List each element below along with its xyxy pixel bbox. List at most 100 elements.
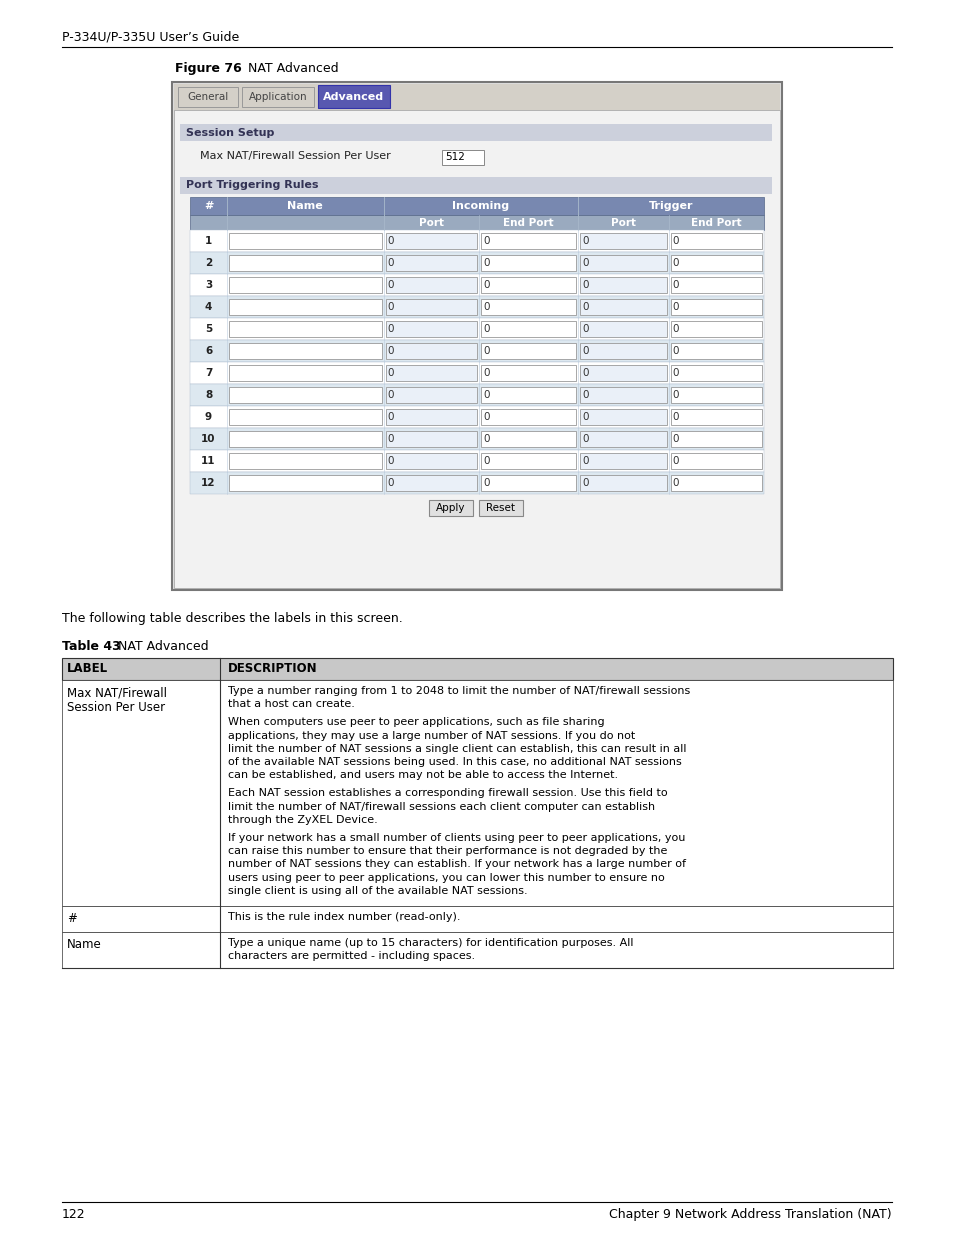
Bar [190, 340, 763, 362]
Text: If your network has a small number of clients using peer to peer applications, y: If your network has a small number of cl… [228, 832, 684, 844]
Text: limit the number of NAT sessions a single client can establish, this can result : limit the number of NAT sessions a singl… [228, 743, 686, 753]
Bar [385, 409, 476, 425]
Text: can be established, and users may not be able to access the Internet.: can be established, and users may not be… [228, 771, 618, 781]
Text: 4: 4 [205, 303, 212, 312]
Bar [190, 450, 763, 472]
Text: LABEL: LABEL [67, 662, 108, 676]
Bar [579, 233, 666, 249]
Text: Table 43: Table 43 [62, 640, 121, 653]
Text: #: # [67, 911, 77, 925]
Bar [480, 366, 576, 382]
Text: Figure 76: Figure 76 [174, 62, 241, 75]
Bar [229, 366, 381, 382]
Text: 0: 0 [482, 236, 489, 246]
Text: 0: 0 [482, 258, 489, 268]
Text: 0: 0 [581, 303, 588, 312]
Text: 6: 6 [205, 346, 212, 356]
Text: 0: 0 [672, 433, 679, 445]
Bar [670, 277, 761, 293]
Bar [229, 475, 381, 492]
Text: 0: 0 [581, 433, 588, 445]
Text: 7: 7 [205, 368, 212, 378]
Text: 0: 0 [387, 368, 394, 378]
Text: 0: 0 [581, 258, 588, 268]
Bar [190, 274, 763, 296]
Text: 0: 0 [482, 368, 489, 378]
Text: Session Setup: Session Setup [186, 127, 274, 137]
Text: Application: Application [249, 91, 307, 103]
Text: Reset: Reset [486, 503, 515, 513]
Bar [229, 453, 381, 469]
Text: 0: 0 [581, 236, 588, 246]
Text: 0: 0 [482, 412, 489, 422]
Text: 0: 0 [581, 346, 588, 356]
Text: 0: 0 [387, 280, 394, 290]
Text: 512: 512 [444, 152, 464, 162]
Text: 0: 0 [672, 368, 679, 378]
Text: 0: 0 [672, 456, 679, 466]
Text: 122: 122 [62, 1208, 86, 1221]
Bar [173, 110, 780, 588]
Text: 0: 0 [482, 324, 489, 333]
Text: 0: 0 [387, 478, 394, 488]
Text: 0: 0 [672, 390, 679, 400]
Bar [62, 906, 892, 932]
Bar [172, 82, 781, 590]
Text: Chapter 9 Network Address Translation (NAT): Chapter 9 Network Address Translation (N… [609, 1208, 891, 1221]
Text: 5: 5 [205, 324, 212, 333]
Text: DESCRIPTION: DESCRIPTION [228, 662, 317, 676]
Bar [670, 321, 761, 337]
Text: Advanced: Advanced [323, 91, 384, 103]
Text: 0: 0 [387, 433, 394, 445]
Bar [670, 453, 761, 469]
Bar [190, 406, 763, 429]
Bar [229, 321, 381, 337]
Text: 0: 0 [387, 324, 394, 333]
Text: that a host can create.: that a host can create. [228, 699, 355, 709]
Bar [480, 387, 576, 403]
Bar [229, 233, 381, 249]
Text: 2: 2 [205, 258, 212, 268]
Text: 0: 0 [387, 346, 394, 356]
Bar [579, 254, 666, 270]
Bar [670, 254, 761, 270]
Bar [441, 149, 483, 165]
Bar [385, 431, 476, 447]
Text: single client is using all of the available NAT sessions.: single client is using all of the availa… [228, 885, 527, 895]
Bar [229, 299, 381, 315]
Bar [190, 198, 763, 215]
Bar [478, 500, 522, 516]
Bar [229, 277, 381, 293]
Bar [229, 431, 381, 447]
Bar [62, 680, 892, 906]
Text: 0: 0 [387, 456, 394, 466]
Text: Type a number ranging from 1 to 2048 to limit the number of NAT/firewall session: Type a number ranging from 1 to 2048 to … [228, 685, 690, 697]
Bar [579, 409, 666, 425]
Text: The following table describes the labels in this screen.: The following table describes the labels… [62, 613, 402, 625]
Bar [178, 86, 237, 107]
Text: 0: 0 [581, 280, 588, 290]
Bar [670, 475, 761, 492]
Bar [385, 321, 476, 337]
Bar [579, 453, 666, 469]
Bar [190, 215, 763, 230]
Bar [480, 233, 576, 249]
Bar [385, 475, 476, 492]
Bar [480, 343, 576, 359]
Bar [579, 431, 666, 447]
Text: This is the rule index number (read-only).: This is the rule index number (read-only… [228, 911, 460, 923]
Bar [670, 387, 761, 403]
Bar [229, 387, 381, 403]
Text: 0: 0 [482, 280, 489, 290]
Text: 0: 0 [581, 478, 588, 488]
Text: users using peer to peer applications, you can lower this number to ensure no: users using peer to peer applications, y… [228, 873, 664, 883]
Text: Port: Port [418, 217, 443, 227]
Text: 0: 0 [581, 324, 588, 333]
Bar [429, 500, 473, 516]
Bar [385, 254, 476, 270]
Bar [317, 85, 390, 107]
Bar [190, 362, 763, 384]
Bar [670, 233, 761, 249]
Bar [579, 277, 666, 293]
Text: of the available NAT sessions being used. In this case, no additional NAT sessio: of the available NAT sessions being used… [228, 757, 681, 767]
